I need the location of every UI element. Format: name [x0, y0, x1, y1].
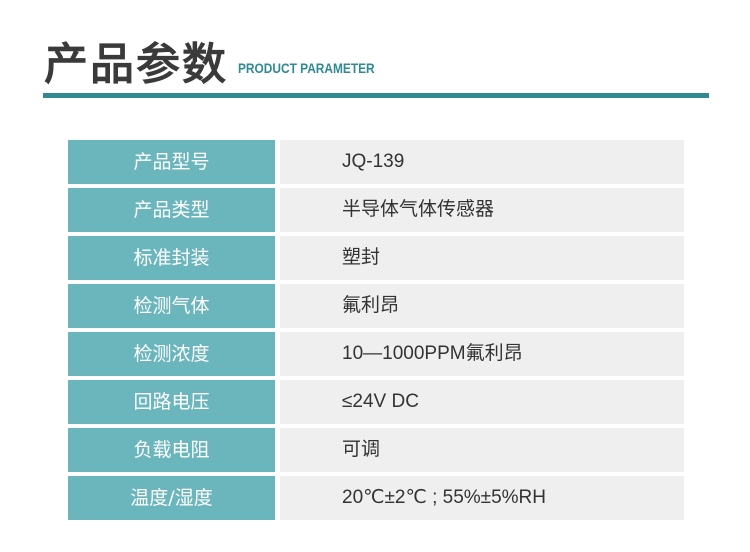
- table-row: 温度/湿度 20℃±2℃ ; 55%±5%RH: [68, 476, 684, 520]
- param-value: 半导体气体传感器: [280, 188, 684, 232]
- param-label: 负载电阻: [68, 428, 275, 472]
- table-row: 标准封装 塑封: [68, 236, 684, 280]
- table-row: 产品型号 JQ-139: [68, 140, 684, 184]
- param-label: 温度/湿度: [68, 476, 275, 520]
- param-label: 检测浓度: [68, 332, 275, 376]
- table-row: 回路电压 ≤24V DC: [68, 380, 684, 424]
- param-label: 产品类型: [68, 188, 275, 232]
- param-value: 塑封: [280, 236, 684, 280]
- param-value: 10—1000PPM氟利昂: [280, 332, 684, 376]
- param-value: JQ-139: [280, 140, 684, 184]
- table-row: 产品类型 半导体气体传感器: [68, 188, 684, 232]
- param-value: 氟利昂: [280, 284, 684, 328]
- param-label: 产品型号: [68, 140, 275, 184]
- divider: [43, 93, 709, 98]
- param-label: 标准封装: [68, 236, 275, 280]
- table-row: 负载电阻 可调: [68, 428, 684, 472]
- page-subtitle: PRODUCT PARAMETER: [238, 60, 375, 76]
- param-label: 检测气体: [68, 284, 275, 328]
- param-value: 20℃±2℃ ; 55%±5%RH: [280, 476, 684, 520]
- page-title: 产品参数: [44, 39, 228, 90]
- param-value: 可调: [280, 428, 684, 472]
- table-row: 检测气体 氟利昂: [68, 284, 684, 328]
- param-label: 回路电压: [68, 380, 275, 424]
- table-row: 检测浓度 10—1000PPM氟利昂: [68, 332, 684, 376]
- param-value: ≤24V DC: [280, 380, 684, 424]
